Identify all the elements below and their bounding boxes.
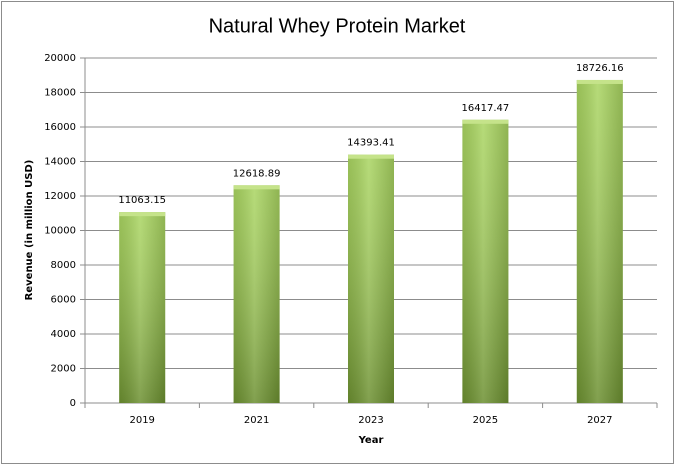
bar-top	[576, 79, 623, 84]
bar-side-shade	[233, 185, 280, 403]
y-tick-label: 18000	[44, 88, 76, 99]
y-tick-label: 10000	[44, 226, 76, 237]
x-tick-label: 2021	[244, 415, 269, 426]
x-tick-label: 2019	[129, 415, 154, 426]
chart-frame	[1, 1, 674, 464]
value-label: 16417.47	[462, 103, 510, 114]
y-tick-label: 8000	[51, 260, 76, 271]
y-tick-label: 16000	[44, 122, 76, 133]
x-tick-label: 2027	[587, 415, 612, 426]
y-tick-label: 6000	[51, 295, 76, 306]
bar-top	[119, 212, 166, 217]
x-axis-title: Year	[358, 435, 384, 446]
x-tick-label: 2023	[358, 415, 383, 426]
y-tick-label: 4000	[51, 329, 76, 340]
value-label: 12618.89	[233, 168, 281, 179]
bar-side-shade	[576, 79, 623, 403]
y-tick-label: 0	[70, 398, 76, 409]
y-tick-label: 20000	[44, 53, 76, 64]
x-tick-label: 2025	[473, 415, 498, 426]
value-label: 14393.41	[347, 138, 395, 149]
value-label: 18726.16	[576, 63, 624, 74]
chart-title: Natural Whey Protein Market	[209, 15, 466, 37]
y-tick-label: 12000	[44, 191, 76, 202]
bar-side-shade	[462, 119, 509, 403]
y-axis-title: Revenue (in million USD)	[24, 160, 35, 301]
y-tick-label: 14000	[44, 157, 76, 168]
bar-top	[348, 154, 394, 159]
value-label: 11063.15	[118, 195, 166, 206]
bar-top	[462, 119, 509, 124]
bar-side-shade	[348, 154, 394, 403]
bar-top	[233, 185, 280, 190]
y-tick-label: 2000	[51, 364, 76, 375]
bar-side-shade	[119, 212, 166, 403]
